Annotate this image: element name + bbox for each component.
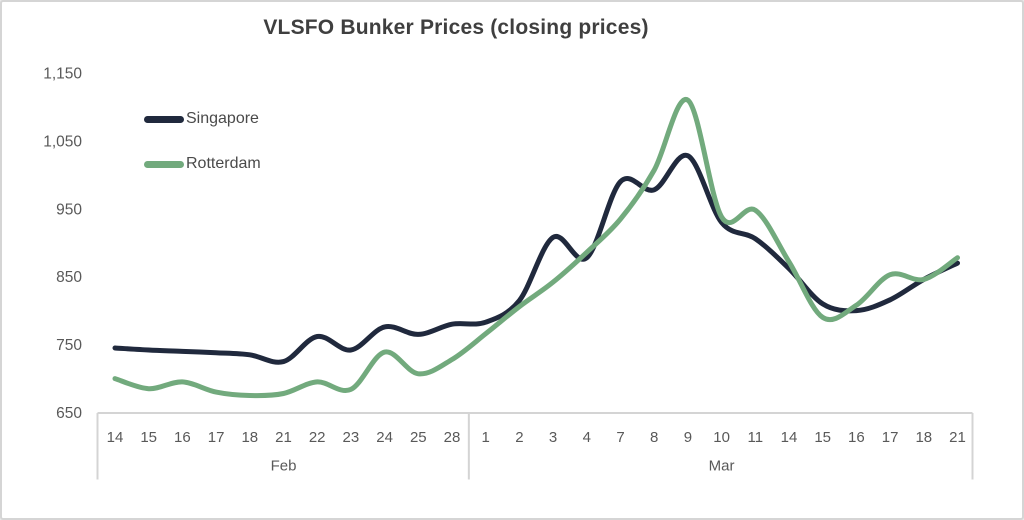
x-tick-label: 14 — [107, 429, 124, 446]
singapore-legend-label: Singapore — [186, 110, 259, 127]
x-tick-label: 10 — [713, 429, 730, 446]
legend-item-rotterdam: Rotterdam — [144, 154, 261, 174]
legend: Singapore Rotterdam — [144, 109, 261, 199]
x-tick-label: 2 — [515, 429, 523, 446]
x-tick-label: 8 — [650, 429, 658, 446]
x-tick-label: 9 — [684, 429, 692, 446]
rotterdam-legend-label: Rotterdam — [186, 155, 261, 172]
x-tick-label: 1 — [482, 429, 490, 446]
x-tick-label: 7 — [616, 429, 624, 446]
month-label: Mar — [709, 458, 735, 475]
x-tick-label: 4 — [583, 429, 591, 446]
rotterdam-line-swatch — [144, 160, 184, 168]
x-tick-label: 15 — [140, 429, 157, 446]
x-tick-label: 16 — [174, 429, 191, 446]
x-tick-label: 23 — [343, 429, 360, 446]
x-tick-label: 28 — [444, 429, 461, 446]
x-tick-label: 21 — [949, 429, 966, 446]
x-tick-label: 15 — [814, 429, 831, 446]
x-tick-label: 16 — [848, 429, 865, 446]
x-tick-label: 24 — [376, 429, 393, 446]
series-line-rotterdam — [112, 97, 960, 399]
y-tick-label: 1,150 — [43, 66, 82, 83]
y-tick-label: 750 — [56, 337, 82, 354]
y-tick-label: 950 — [56, 201, 82, 218]
y-tick-label: 650 — [56, 405, 82, 422]
x-tick-label: 17 — [208, 429, 225, 446]
y-tick-label: 850 — [56, 269, 82, 286]
x-tick-label: 22 — [309, 429, 326, 446]
y-tick-label: 1,050 — [43, 133, 82, 150]
x-tick-label: 18 — [241, 429, 258, 446]
x-tick-label: 17 — [882, 429, 899, 446]
x-tick-label: 25 — [410, 429, 427, 446]
x-tick-label: 18 — [915, 429, 932, 446]
chart-title: VLSFO Bunker Prices (closing prices) — [263, 16, 649, 39]
x-tick-label: 14 — [781, 429, 798, 446]
month-label: Feb — [271, 458, 297, 475]
x-tick-label: 3 — [549, 429, 557, 446]
series-line-singapore — [112, 153, 960, 365]
singapore-line-swatch — [144, 115, 184, 123]
x-tick-label: 11 — [748, 429, 764, 446]
x-tick-label: 21 — [275, 429, 292, 446]
legend-item-singapore: Singapore — [144, 109, 261, 129]
